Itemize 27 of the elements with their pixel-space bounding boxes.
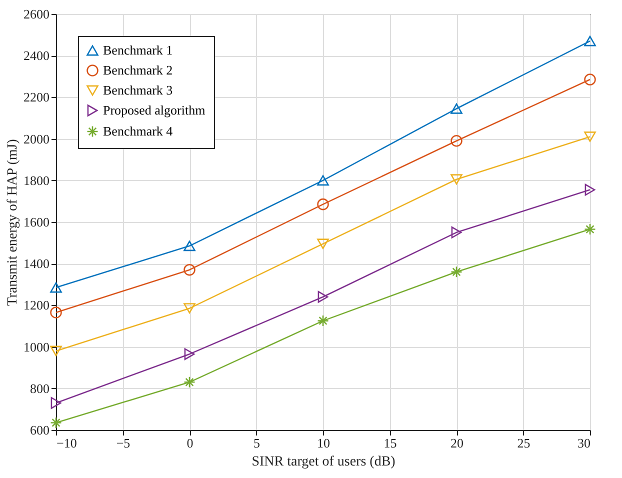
y-tick-label: 1600 — [24, 214, 50, 230]
y-tick-label: 800 — [30, 380, 50, 396]
y-tick-label: 2400 — [24, 48, 50, 64]
y-tick-label: 600 — [30, 422, 50, 438]
y-tick-label: 2600 — [24, 6, 50, 22]
legend-label: Benchmark 3 — [103, 82, 173, 98]
y-tick-label: 1400 — [24, 256, 50, 272]
x-tick-label: 0 — [186, 436, 194, 450]
legend-label: Benchmark 1 — [103, 42, 173, 58]
x-tick-label: 20 — [450, 436, 464, 450]
legend-label: Benchmark 4 — [103, 124, 174, 138]
y-tick-label: 2000 — [24, 131, 50, 146]
y-tick-label: 1200 — [24, 298, 50, 313]
x-tick-label: −5 — [116, 436, 130, 450]
x-tick-label: 5 — [254, 436, 260, 450]
x-tick-label: −10 — [56, 436, 77, 450]
y-axis-title: Transmit energy of HAP (mJ) — [6, 138, 20, 306]
x-tick-label: 15 — [384, 436, 397, 450]
x-tick-label: 25 — [517, 436, 530, 450]
x-tick-label: 30 — [578, 436, 590, 450]
legend-label: Benchmark 2 — [103, 62, 173, 78]
y-tick-label: 1800 — [24, 172, 50, 188]
y-tick-label: 2200 — [24, 90, 50, 105]
x-axis-title: SINR target of users (dB) — [252, 454, 396, 470]
x-tick-label: 10 — [317, 436, 330, 450]
y-tick-label: 1000 — [24, 339, 50, 354]
legend-label: Proposed algorithm — [103, 102, 206, 118]
